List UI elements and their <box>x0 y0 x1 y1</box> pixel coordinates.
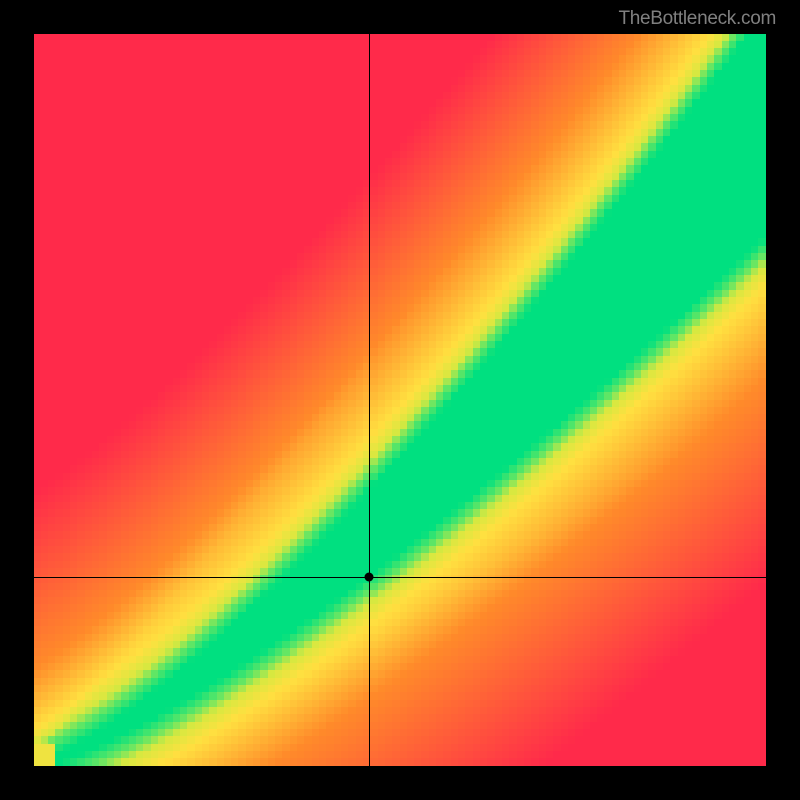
plot-area <box>34 34 766 766</box>
watermark-text: TheBottleneck.com <box>618 8 776 30</box>
crosshair-horizontal <box>34 577 766 578</box>
crosshair-vertical <box>369 34 370 766</box>
selection-marker <box>365 573 374 582</box>
heatmap-canvas <box>34 34 766 766</box>
